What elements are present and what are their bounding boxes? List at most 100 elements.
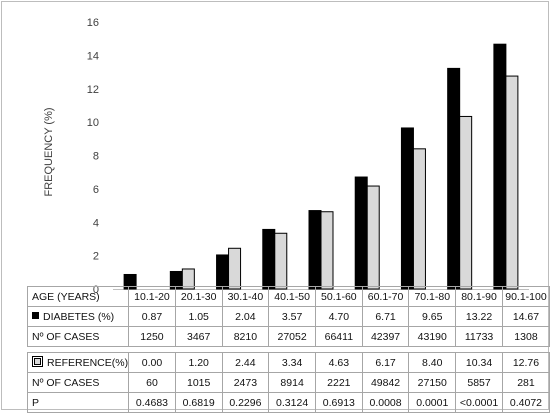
row-label-text: P: [32, 396, 40, 409]
table-cell: 27052: [268, 326, 316, 347]
y-tick-label: 4: [93, 217, 99, 229]
row-label-text: Nº OF CASES: [32, 376, 100, 389]
y-tick-label: 16: [87, 17, 99, 29]
y-tick-label: 2: [93, 251, 99, 263]
reference-bar-30.1-40: [228, 247, 242, 290]
reference-row-label: REFERENCE(%): [26, 352, 130, 373]
table-cell: <0.0001: [455, 392, 503, 413]
diabetes-bar-90.1-100: [493, 43, 507, 290]
table-cell: 5857: [455, 372, 503, 393]
table-cell: 4.70: [314, 306, 363, 327]
table-cell: 8210: [221, 326, 270, 347]
table-cell: 50.1-60: [314, 286, 363, 307]
table-cell: 0.87: [128, 306, 176, 327]
diabetes-legend-swatch: [32, 312, 39, 320]
table-cell: 10.34: [455, 352, 503, 373]
table-cell: 13.22: [455, 306, 503, 327]
table-cell: 90.1-100: [501, 286, 550, 307]
table-cell: 4.63: [314, 352, 363, 373]
table-cell: 12.76: [501, 352, 550, 373]
reference-cases-row-label: Nº OF CASES: [26, 372, 130, 393]
age-row-label: AGE (YEARS): [26, 286, 130, 307]
diabetes-bar-60.1-70: [354, 176, 368, 290]
row-label-text: REFERENCE(%): [47, 356, 129, 369]
reference-bar-80.1-90: [459, 115, 473, 290]
table-cell: 49842: [361, 372, 410, 393]
p-value-row: P 0.4683 0.6819 0.2296 0.3124 0.6913 0.0008 0.0…: [26, 392, 550, 413]
reference-bar-90.1-100: [505, 75, 519, 290]
table-cell: 42397: [361, 326, 410, 347]
reference-bar-70.1-80: [412, 148, 426, 290]
row-label-text: Nº OF CASES: [32, 330, 100, 343]
reference-cases-row: Nº OF CASES 60 1015 2473 8914 2221 49842 27150 5…: [26, 372, 550, 393]
table-cell: 27150: [408, 372, 457, 393]
data-table: AGE (YEARS) 10.1-20 20.1-30 30.1-40 40.1-50 5…: [26, 286, 550, 413]
table-cell: 9.65: [408, 306, 457, 327]
table-cell: 70.1-80: [408, 286, 457, 307]
table-cell: 0.0001: [408, 392, 457, 413]
y-tick-label: 6: [93, 184, 99, 196]
diabetes-row: DIABETES (%) 0.87 1.05 2.04 3.57 4.70 6.71 9.65…: [26, 306, 550, 327]
table-cell: 1.05: [174, 306, 223, 327]
diabetes-bar-80.1-90: [447, 67, 461, 290]
y-axis-label: FREQUENCY (%): [43, 107, 55, 196]
table-cell: 60.1-70: [361, 286, 410, 307]
table-cell: 3467: [174, 326, 223, 347]
row-label-text: DIABETES (%): [43, 310, 115, 323]
table-cell: 1015: [174, 372, 223, 393]
table-cell: 0.4683: [128, 392, 176, 413]
table-cell: 40.1-50: [268, 286, 316, 307]
table-cell: 1308: [501, 326, 550, 347]
table-cell: 14.67: [501, 306, 550, 327]
diabetes-row-label: DIABETES (%): [26, 306, 130, 327]
table-cell: 2.44: [221, 352, 270, 373]
table-cell: 10.1-20: [128, 286, 176, 307]
y-tick-label: 12: [87, 84, 99, 96]
table-cell: 20.1-30: [174, 286, 223, 307]
table-cell: 30.1-40: [221, 286, 270, 307]
table-cell: 0.00: [128, 352, 176, 373]
row-label-text: AGE (YEARS): [32, 290, 100, 303]
table-cell: 6.17: [361, 352, 410, 373]
table-cell: 66411: [314, 326, 363, 347]
diabetes-bar-70.1-80: [400, 127, 414, 290]
table-cell: 0.4072: [501, 392, 550, 413]
table-cell: 0.2296: [221, 392, 270, 413]
table-cell: 3.34: [268, 352, 316, 373]
reference-row: REFERENCE(%) 0.00 1.20 2.44 3.34 4.63 6.17 8.40…: [26, 352, 550, 373]
bars-group: [123, 43, 519, 290]
table-cell: 3.57: [268, 306, 316, 327]
table-cell: 0.3124: [268, 392, 316, 413]
y-tick-label: 14: [87, 50, 99, 62]
table-cell: 8.40: [408, 352, 457, 373]
p-value-row-label: P: [26, 392, 130, 413]
reference-bar-40.1-50: [274, 232, 288, 290]
diabetes-bar-50.1-60: [308, 210, 322, 290]
table-cell: 2.04: [221, 306, 270, 327]
table-cell: 60: [128, 372, 176, 393]
table-cell: 1250: [128, 326, 176, 347]
diabetes-bar-30.1-40: [216, 254, 230, 290]
table-cell: 43190: [408, 326, 457, 347]
age-row: AGE (YEARS) 10.1-20 20.1-30 30.1-40 40.1-50 5…: [26, 286, 550, 307]
table-cell: 0.6819: [174, 392, 223, 413]
diabetes-cases-row: Nº OF CASES 1250 3467 8210 27052 66411 42397 43…: [26, 326, 550, 347]
table-cell: 281: [501, 372, 550, 393]
table-cell: 2221: [314, 372, 363, 393]
table-cell: 0.0008: [361, 392, 410, 413]
y-tick-label: 8: [93, 151, 99, 163]
y-tick-label: 10: [87, 117, 99, 129]
table-cell: 2473: [221, 372, 270, 393]
table-cell: 1.20: [174, 352, 223, 373]
table-cell: 8914: [268, 372, 316, 393]
diabetes-cases-row-label: Nº OF CASES: [26, 326, 130, 347]
diabetes-bar-40.1-50: [262, 228, 276, 290]
table-cell: 11733: [455, 326, 503, 347]
reference-bar-60.1-70: [366, 185, 380, 290]
table-cell: 0.6913: [314, 392, 363, 413]
table-cell: 80.1-90: [455, 286, 503, 307]
table-cell: 6.71: [361, 306, 410, 327]
reference-bar-50.1-60: [320, 211, 334, 290]
